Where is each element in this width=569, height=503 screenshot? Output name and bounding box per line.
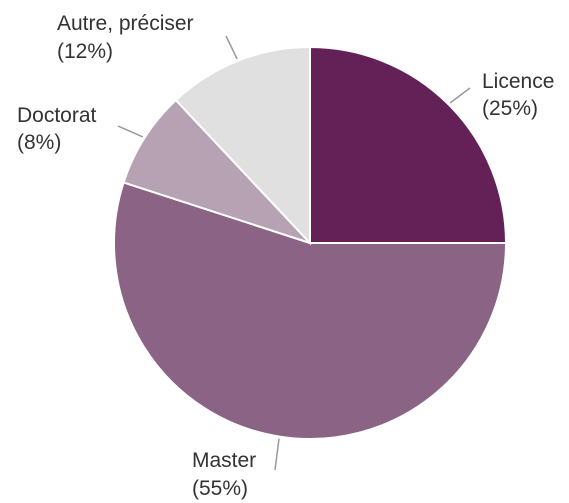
slice-pct-licence: (25%) [482, 97, 538, 120]
slice-pct-autre: (12%) [57, 40, 113, 63]
leader-line-master [274, 438, 280, 471]
slice-name-autre: Autre, préciser [57, 12, 194, 35]
slice-label-master: Master (55%) [192, 449, 262, 500]
leader-line-doctorat [117, 125, 144, 138]
slice-name-doctorat: Doctorat [17, 104, 97, 127]
leader-line-licence [449, 87, 471, 104]
slice-name-licence: Licence [482, 70, 554, 93]
pie-slices [113, 45, 508, 440]
pie-slice-master [113, 181, 508, 440]
slice-name-master: Master [192, 449, 256, 472]
pie-slice-autre [174, 45, 311, 246]
slice-pct-master: (55%) [192, 477, 248, 500]
pie-slice-licence [309, 45, 508, 244]
leader-lines [117, 35, 471, 471]
slice-label-licence: Licence (25%) [482, 70, 560, 120]
leader-line-autre [225, 35, 238, 60]
pie-slice-doctorat [122, 98, 311, 244]
slice-label-doctorat: Doctorat (8%) [17, 104, 102, 154]
slice-pct-doctorat: (8%) [17, 131, 61, 154]
slice-label-autre: Autre, préciser (12%) [57, 12, 199, 63]
